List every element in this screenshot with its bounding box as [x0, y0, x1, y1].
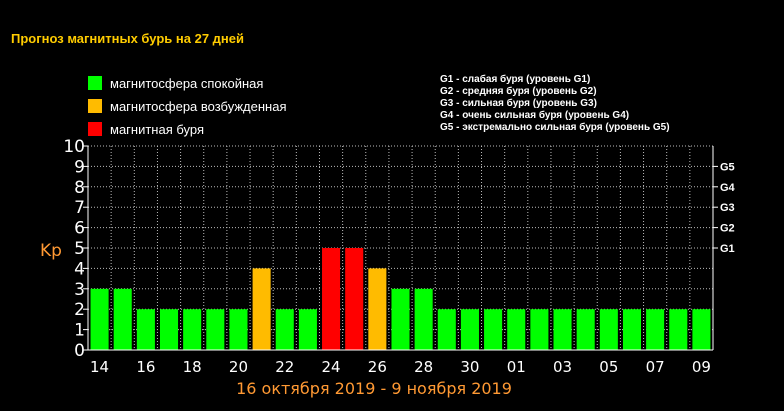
- kp-bar: [183, 309, 202, 350]
- g-tick-label: G2: [720, 223, 735, 235]
- kp-bar: [530, 309, 549, 350]
- x-tick-label: 16: [136, 358, 155, 376]
- legend-swatch-calm: [88, 76, 102, 90]
- kp-bar: [322, 248, 341, 350]
- y-tick-label: 10: [63, 137, 85, 157]
- kp-bar: [391, 288, 410, 350]
- kp-bar: [345, 248, 364, 350]
- kp-bar: [692, 309, 711, 350]
- x-tick-label: 30: [460, 358, 479, 376]
- kp-bar: [669, 309, 688, 350]
- x-tick-label: 14: [90, 358, 109, 376]
- kp-bar: [368, 268, 387, 350]
- y-tick-label: 7: [74, 198, 85, 218]
- kp-bar: [275, 309, 294, 350]
- legend-item-storm: магнитная буря: [88, 118, 287, 140]
- g-level-g5: G5 - экстремально сильная буря (уровень …: [440, 122, 670, 133]
- x-tick-label: 03: [553, 358, 572, 376]
- kp-bar: [206, 309, 225, 350]
- legend-label-excited: магнитосфера возбужденная: [110, 98, 287, 114]
- kp-bar: [646, 309, 665, 350]
- legend-swatch-excited: [88, 99, 102, 113]
- y-tick-label: 6: [74, 219, 85, 239]
- g-level-g1: G1 - слабая буря (уровень G1): [440, 74, 591, 85]
- kp-bar: [599, 309, 618, 350]
- kp-bar: [159, 309, 179, 350]
- kp-bar: [90, 288, 109, 350]
- x-tick-label: 26: [368, 358, 387, 376]
- kp-bar: [252, 268, 271, 350]
- kp-bar: [576, 309, 595, 350]
- chart-title: Прогноз магнитных бурь на 27 дней: [11, 31, 244, 46]
- g-tick-label: G1: [720, 243, 735, 255]
- kp-bar: [298, 309, 317, 350]
- kp-bar: [622, 309, 642, 350]
- legend-item-calm: магнитосфера спокойная: [88, 72, 287, 94]
- y-tick-label: 2: [74, 300, 85, 320]
- kp-bar: [553, 309, 572, 350]
- y-tick-label: 1: [74, 321, 85, 341]
- kp-bar: [460, 309, 479, 350]
- kp-bar: [113, 288, 132, 350]
- x-tick-label: 22: [275, 358, 294, 376]
- y-axis-label: Kp: [40, 241, 62, 261]
- kp-bar: [229, 309, 248, 350]
- g-level-g2: G2 - средняя буря (уровень G2): [440, 86, 597, 97]
- legend-item-excited: магнитосфера возбужденная: [88, 95, 287, 117]
- g-level-g4: G4 - очень сильная буря (уровень G4): [440, 110, 630, 121]
- x-tick-label: 28: [414, 358, 433, 376]
- y-tick-label: 4: [74, 259, 85, 279]
- y-tick-label: 9: [74, 157, 85, 177]
- kp-bar: [136, 309, 155, 350]
- legend: магнитосфера спокойная магнитосфера возб…: [88, 72, 287, 141]
- g-tick-label: G4: [720, 182, 736, 194]
- y-tick-label: 8: [74, 178, 85, 198]
- kp-bar: [414, 288, 433, 350]
- g-level-g3: G3 - сильная буря (уровень G3): [440, 98, 597, 109]
- legend-swatch-storm: [88, 122, 102, 136]
- y-tick-label: 0: [74, 341, 85, 361]
- x-tick-label: 18: [183, 358, 202, 376]
- g-tick-label: G5: [720, 161, 735, 173]
- kp-bar: [507, 309, 526, 350]
- g-tick-label: G3: [720, 202, 735, 214]
- y-tick-label: 5: [74, 239, 85, 259]
- kp-bar: [484, 309, 503, 350]
- legend-label-storm: магнитная буря: [110, 121, 205, 137]
- x-tick-label: 09: [692, 358, 711, 376]
- date-range: 16 октября 2019 - 9 ноября 2019: [236, 379, 512, 398]
- y-tick-label: 3: [74, 280, 85, 300]
- g-level-legend: G1 - слабая буря (уровень G1) G2 - средн…: [440, 74, 670, 134]
- x-tick-label: 24: [322, 358, 341, 376]
- legend-label-calm: магнитосфера спокойная: [110, 75, 264, 91]
- x-tick-label: 01: [507, 358, 526, 376]
- x-tick-label: 20: [229, 358, 248, 376]
- x-tick-label: 05: [599, 358, 618, 376]
- x-tick-label: 07: [646, 358, 665, 376]
- kp-bar: [437, 309, 456, 350]
